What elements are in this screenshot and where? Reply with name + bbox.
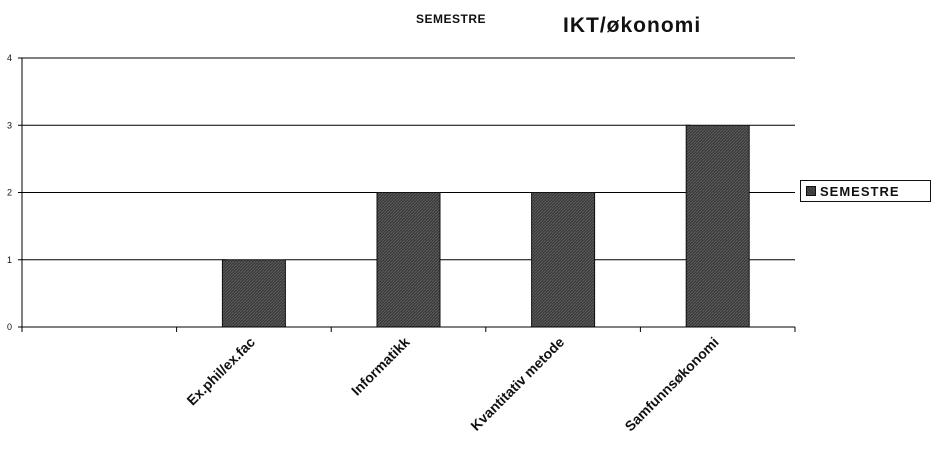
- x-tick-label: Informatikk: [348, 334, 413, 399]
- y-tick-label: 2: [7, 188, 12, 198]
- legend: SEMESTRE: [800, 180, 931, 202]
- chart-title: IKT/økonomi: [563, 14, 702, 37]
- bar: [376, 192, 441, 328]
- bars: [221, 124, 750, 328]
- y-tick-labels: 0 1 2 3 4: [7, 53, 12, 332]
- axes: [18, 57, 796, 332]
- gridlines: [22, 57, 795, 261]
- chart-subtitle: SEMESTRE: [416, 12, 487, 26]
- bar: [685, 124, 750, 328]
- x-tick-label: Ex.phil/ex.fac: [183, 334, 258, 409]
- bar: [221, 259, 286, 328]
- x-tick-label: Kvantitativ metode: [467, 334, 567, 434]
- x-tick-labels: Ex.phil/ex.fac Informatikk Kvantitativ met…: [183, 334, 721, 435]
- legend-label: SEMESTRE: [820, 183, 900, 199]
- bar: [531, 192, 596, 328]
- legend-swatch: [806, 186, 816, 196]
- y-tick-label: 0: [7, 322, 12, 332]
- y-tick-label: 4: [7, 53, 12, 63]
- y-tick-label: 1: [7, 255, 12, 265]
- y-tick-label: 3: [7, 120, 12, 130]
- x-tick-label: Samfunnsøkonomi: [621, 334, 721, 434]
